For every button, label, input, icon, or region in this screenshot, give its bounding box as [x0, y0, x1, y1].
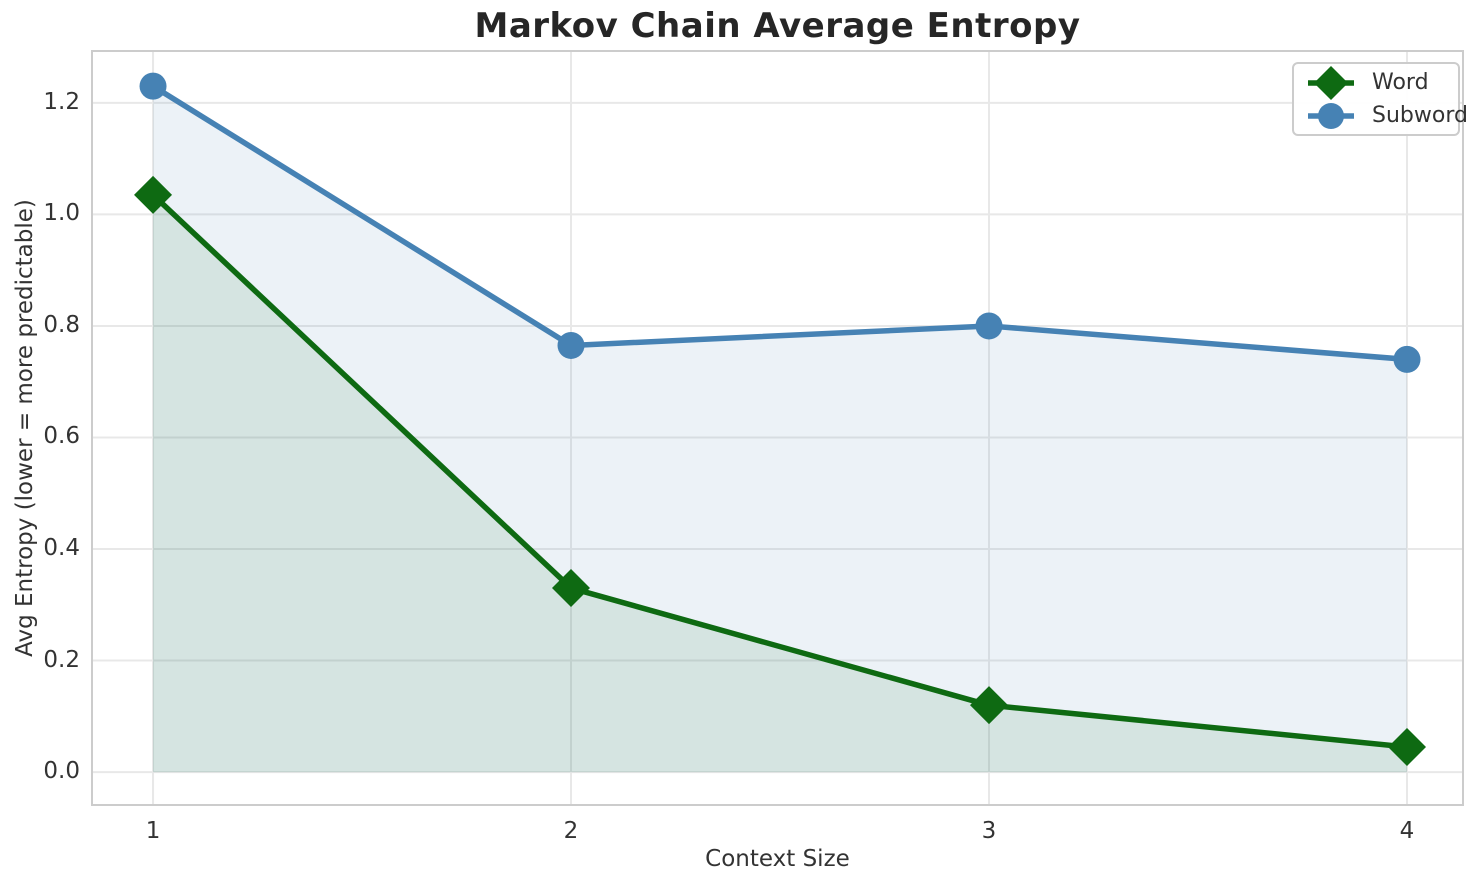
series-line-word — [150, 192, 1410, 750]
legend-entry-subword: Subword — [1294, 99, 1468, 132]
marker-diamond-word — [970, 686, 1009, 725]
x-tick-label: 4 — [1399, 818, 1415, 844]
area-fill-subword — [153, 86, 1407, 773]
legend: Word Subword — [1292, 62, 1468, 136]
legend-diamond-icon — [1308, 65, 1354, 100]
x-tick-label: 1 — [145, 818, 161, 844]
legend-label: Word — [1372, 70, 1429, 95]
area-fill-word — [153, 194, 1407, 773]
y-axis-label: Avg Entropy (lower = more predictable) — [12, 199, 38, 657]
y-tick-label: 0.4 — [43, 535, 80, 562]
legend-entry-word: Word — [1294, 65, 1458, 100]
marker-diamond-word — [1387, 728, 1426, 766]
marker-circle-subword — [557, 331, 585, 359]
marker-circle-subword — [975, 312, 1003, 340]
y-tick-label: 1.2 — [43, 88, 80, 115]
marker-circle-subword — [139, 72, 167, 100]
y-tick-label: 0.8 — [43, 311, 80, 338]
marker-circle-subword — [1393, 345, 1421, 373]
x-tick-label: 2 — [563, 818, 579, 844]
x-tick-label: 3 — [981, 818, 997, 844]
legend-circle-icon — [1308, 102, 1354, 129]
series-line-subword — [150, 83, 1410, 363]
y-tick-label: 0.2 — [43, 646, 80, 673]
legend-label: Subword — [1372, 103, 1468, 128]
marker-diamond-word — [552, 569, 591, 608]
y-tick-label: 0.6 — [43, 423, 80, 450]
y-tick-label: 1.0 — [43, 200, 80, 227]
marker-diamond-word — [134, 175, 173, 214]
y-tick-label: 0.0 — [43, 758, 80, 785]
chart-title: Markov Chain Average Entropy — [474, 6, 1081, 46]
x-axis-label: Context Size — [705, 846, 850, 872]
plot-border — [91, 50, 1464, 806]
